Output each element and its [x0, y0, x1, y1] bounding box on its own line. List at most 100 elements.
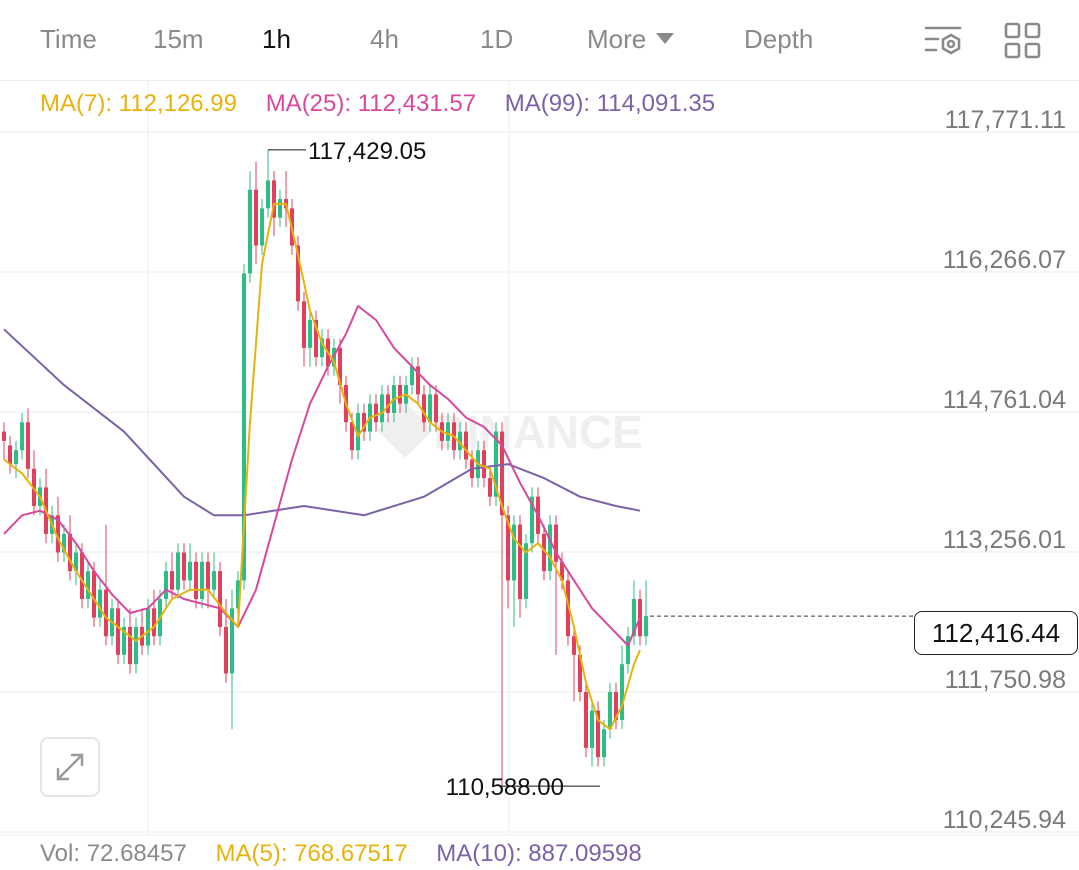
candle-body [602, 729, 606, 758]
candle-body [590, 710, 594, 748]
candle-body [164, 571, 168, 600]
candle-body [506, 515, 510, 581]
candle-body [524, 543, 528, 600]
price-axis-label: 116,266.07 [943, 246, 1066, 274]
tab-1h[interactable]: 1h [262, 24, 291, 54]
candle-body [92, 571, 96, 618]
candle-body [584, 692, 588, 748]
candle-body [188, 561, 192, 581]
caret-down-icon [656, 33, 675, 44]
ma7-legend: MA(7): 112,126.99 [40, 90, 238, 117]
tab-more-label: More [587, 24, 647, 54]
candle-body [278, 199, 282, 218]
candle-body [386, 394, 390, 413]
candle-body [494, 431, 498, 497]
expand-button[interactable] [40, 737, 100, 797]
candle-body [380, 394, 384, 423]
candle-body [578, 654, 582, 693]
candle-body [116, 608, 120, 655]
candle-body [272, 180, 276, 218]
ma99-legend: MA(99): 114,091.35 [504, 90, 716, 117]
ma25-legend: MA(25): 112,431.57 [265, 90, 477, 117]
tab-time[interactable]: Time [40, 24, 97, 54]
candle-body [338, 347, 342, 386]
candle-body [212, 571, 216, 590]
candle-body [182, 552, 186, 581]
candle-body [176, 552, 180, 590]
candle-body [170, 571, 174, 590]
candle-body [218, 571, 222, 627]
candle-body [632, 599, 636, 637]
tab-depth[interactable]: Depth [744, 24, 814, 54]
interval-tab-bar: Time 15m 1h 4h 1D More Depth [0, 0, 1079, 81]
candle-body [560, 561, 564, 581]
candle-body [644, 616, 648, 637]
candle-body [500, 431, 504, 516]
candle-body [146, 608, 150, 646]
candle-body [98, 589, 102, 618]
candle-body [488, 478, 492, 497]
candle-body [14, 450, 18, 465]
candle-body [128, 626, 132, 665]
candle-body [134, 626, 138, 665]
tab-1d[interactable]: 1D [480, 24, 514, 54]
tab-more[interactable]: More [587, 24, 675, 55]
candle-body [350, 422, 354, 451]
candle-body [80, 552, 84, 600]
candle-body [308, 319, 312, 348]
candle-body [416, 366, 420, 395]
price-axis-label: 110,245.94 [943, 806, 1066, 834]
candle-body [254, 189, 258, 246]
candle-body [614, 692, 618, 720]
ma-legend: MA(7): 112,126.99 MA(25): 112,431.57 MA(… [40, 90, 737, 118]
candle-body [482, 450, 486, 479]
price-axis-label: 111,750.98 [945, 666, 1066, 694]
candle-body [398, 385, 402, 404]
candle-body [356, 412, 360, 451]
candle-body [194, 561, 198, 600]
expand-arrows-icon [56, 753, 84, 781]
candle-body [224, 626, 228, 674]
candle-body [8, 445, 12, 465]
tab-15m[interactable]: 15m [153, 24, 204, 54]
volume-value: Vol: 72.68457 [40, 840, 187, 867]
chart-settings-icon[interactable] [922, 20, 964, 62]
candle-body [260, 208, 264, 246]
volume-legend: Vol: 72.68457 MA(5): 768.67517 MA(10): 8… [40, 840, 664, 868]
candle-body [542, 533, 546, 572]
candle-body [410, 366, 414, 386]
candle-body [206, 561, 210, 590]
candle-body [314, 319, 318, 358]
candle-body [86, 571, 90, 600]
candle-body [530, 496, 534, 544]
candle-body [458, 431, 462, 451]
candle-body [2, 431, 6, 441]
candle-body [26, 422, 30, 469]
candle-body [56, 515, 60, 553]
candle-body [236, 580, 240, 609]
current-price-tag: 112,416.44 [914, 611, 1078, 655]
candle-body [464, 431, 468, 460]
candle-body [104, 589, 108, 637]
high-price-label: 117,429.05 [308, 138, 426, 165]
candle-body [572, 636, 576, 655]
candle-body [152, 608, 156, 637]
candle-body [434, 394, 438, 423]
candle-body [512, 524, 516, 581]
candle-body [200, 561, 204, 600]
candle-body [230, 608, 234, 674]
candle-body [554, 524, 558, 562]
low-price-label: 110,588.00 [446, 774, 564, 801]
watermark-text: BINANCE [433, 406, 643, 458]
price-axis-label: 117,771.11 [945, 106, 1066, 134]
ma7-line [3, 202, 641, 731]
candle-body [626, 636, 630, 665]
tab-4h[interactable]: 4h [370, 24, 399, 54]
candle-body [296, 245, 300, 302]
watermark-logo [377, 402, 433, 458]
grid-layout-icon[interactable] [1002, 20, 1044, 62]
candle-body [68, 533, 72, 572]
candle-body [20, 422, 24, 451]
volume-ma5: MA(5): 768.67517 [215, 840, 408, 867]
